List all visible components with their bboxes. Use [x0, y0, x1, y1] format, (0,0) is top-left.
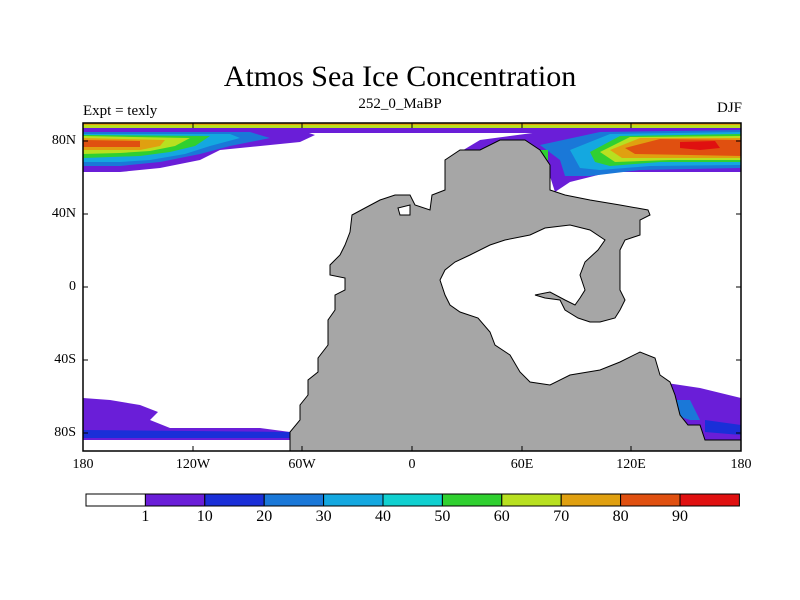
- colorbar-label: 60: [493, 508, 510, 525]
- map-plot-area: [83, 123, 741, 451]
- y-tick-label: 40S: [54, 352, 76, 367]
- land-pangaea: [289, 139, 741, 451]
- x-tick-label: 120W: [175, 457, 211, 472]
- x-tick-marks: [192, 123, 632, 451]
- colorbar-box: [679, 493, 740, 507]
- y-tick-label: 40N: [51, 206, 76, 221]
- antarctic-sea-ice: [83, 382, 741, 440]
- colorbar-box: [263, 493, 325, 507]
- colorbar-label: 50: [434, 508, 451, 525]
- colorbar-box: [560, 493, 622, 507]
- colorbar-box: [204, 493, 265, 507]
- colorbar-label: 20: [256, 508, 273, 525]
- colorbar-box: [501, 493, 562, 507]
- inlet: [397, 204, 411, 216]
- colorbar-label: 80: [612, 508, 629, 525]
- y-tick-marks: [83, 140, 741, 434]
- x-tick-label: 180: [72, 457, 94, 472]
- colorbar: [85, 493, 740, 507]
- colorbar-box: [382, 493, 443, 507]
- colorbar-box: [441, 493, 503, 507]
- colorbar-label: 90: [672, 508, 688, 525]
- colorbar-label: 10: [196, 508, 213, 525]
- y-tick-label: 0: [69, 279, 76, 294]
- colorbar-box: [85, 493, 146, 507]
- x-tick-label: 0: [408, 457, 416, 472]
- colorbar-label: 70: [553, 508, 570, 525]
- period-label: 252_0_MaBP: [358, 96, 442, 112]
- colorbar-label: 1: [141, 508, 150, 525]
- x-tick-label: 60W: [288, 457, 316, 472]
- x-tick-label: 60E: [510, 457, 534, 472]
- x-tick-label: 180: [730, 457, 752, 472]
- x-tick-label: 120E: [616, 457, 646, 472]
- colorbar-box: [620, 493, 681, 507]
- y-tick-label: 80N: [51, 133, 76, 148]
- colorbar-label: 30: [315, 508, 332, 525]
- y-tick-label: 80S: [54, 425, 76, 440]
- colorbar-label: 40: [375, 508, 391, 525]
- season-label: DJF: [716, 100, 742, 116]
- experiment-label: Expt = texly: [83, 103, 158, 119]
- colorbar-box: [144, 493, 206, 507]
- map-title: Atmos Sea Ice Concentration: [223, 60, 577, 93]
- colorbar-box: [323, 493, 384, 507]
